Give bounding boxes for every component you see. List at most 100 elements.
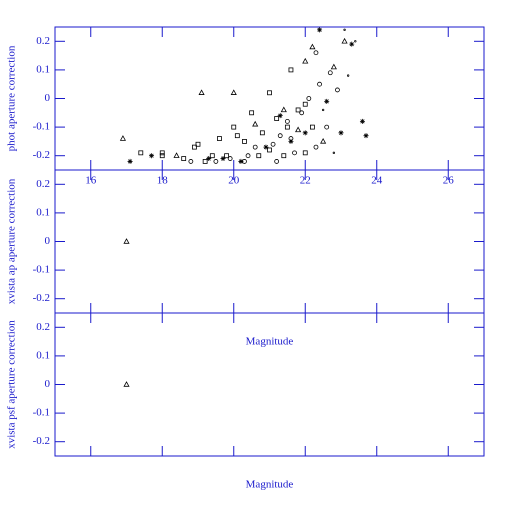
data-point bbox=[209, 153, 215, 159]
y-tick-label: -0.2 bbox=[33, 435, 50, 447]
data-point bbox=[188, 159, 194, 164]
data-point bbox=[242, 138, 247, 144]
data-point bbox=[317, 81, 322, 87]
x-tick-label: 22 bbox=[300, 175, 311, 187]
data-point bbox=[332, 151, 336, 155]
data-point bbox=[338, 130, 344, 136]
y-tick-label: -0.2 bbox=[33, 292, 50, 304]
data-point bbox=[252, 144, 258, 150]
y-axis-label: phot aperture correction bbox=[6, 45, 18, 151]
data-point bbox=[317, 27, 323, 33]
data-point bbox=[149, 153, 155, 159]
data-point bbox=[349, 41, 355, 47]
data-point bbox=[324, 98, 330, 104]
data-point bbox=[299, 110, 305, 116]
data-point bbox=[173, 152, 180, 158]
data-point bbox=[295, 126, 302, 133]
data-point bbox=[267, 90, 272, 96]
data-point bbox=[330, 63, 337, 70]
data-point bbox=[270, 141, 276, 147]
data-point bbox=[292, 150, 297, 156]
y-axis-label: xvista ap aperture correction bbox=[6, 178, 18, 304]
data-point bbox=[249, 110, 255, 116]
data-point bbox=[217, 136, 222, 141]
data-point bbox=[288, 138, 294, 144]
data-point bbox=[123, 238, 130, 244]
data-point bbox=[302, 130, 308, 136]
data-point bbox=[302, 150, 308, 156]
x-tick-label: 24 bbox=[371, 175, 383, 187]
y-tick-label: 0.1 bbox=[36, 63, 50, 75]
data-point bbox=[123, 381, 130, 387]
y-tick-label: 0 bbox=[45, 378, 51, 390]
data-point bbox=[302, 101, 308, 107]
data-point bbox=[277, 113, 283, 119]
data-point bbox=[224, 153, 230, 159]
data-point bbox=[363, 133, 369, 139]
data-point bbox=[288, 67, 294, 73]
data-point bbox=[277, 133, 283, 139]
data-point bbox=[220, 156, 226, 162]
data-point bbox=[259, 130, 265, 136]
y-tick-label: -0.2 bbox=[33, 149, 50, 161]
data-point bbox=[159, 153, 165, 159]
data-point bbox=[274, 116, 280, 121]
data-point bbox=[309, 43, 316, 50]
y-tick-label: 0 bbox=[45, 92, 51, 104]
data-point bbox=[231, 124, 237, 130]
x-tick-label: 20 bbox=[228, 175, 240, 187]
data-point bbox=[267, 147, 272, 153]
data-point bbox=[159, 150, 165, 156]
data-point bbox=[313, 144, 319, 150]
data-point bbox=[263, 144, 269, 150]
y-tick-label: 0.1 bbox=[36, 349, 50, 361]
data-point bbox=[302, 57, 309, 64]
y-axis-label: xvista psf aperture correction bbox=[6, 320, 18, 449]
data-point bbox=[321, 108, 325, 112]
data-point bbox=[281, 153, 287, 159]
data-point bbox=[181, 156, 187, 161]
data-point bbox=[198, 89, 205, 95]
y-tick-label: 0.2 bbox=[36, 178, 50, 190]
data-point bbox=[227, 156, 233, 161]
y-tick-label: -0.1 bbox=[33, 264, 50, 276]
data-point bbox=[284, 118, 290, 124]
data-point bbox=[230, 89, 237, 95]
plot-frame bbox=[54, 312, 485, 457]
y-tick-label: 0.2 bbox=[36, 35, 50, 47]
data-point bbox=[320, 137, 327, 144]
data-point bbox=[284, 124, 290, 130]
data-point bbox=[138, 150, 144, 156]
data-point bbox=[343, 28, 346, 32]
data-point bbox=[306, 96, 312, 101]
y-tick-label: -0.1 bbox=[33, 121, 50, 133]
data-point bbox=[213, 159, 219, 164]
data-point bbox=[327, 70, 333, 76]
x-tick-label: 26 bbox=[443, 175, 455, 187]
y-tick-label: 0.2 bbox=[36, 321, 50, 333]
data-point bbox=[354, 40, 357, 43]
plot-frame bbox=[54, 169, 485, 314]
data-point bbox=[341, 37, 348, 44]
data-point bbox=[359, 118, 365, 124]
data-point bbox=[127, 158, 133, 164]
data-point bbox=[192, 144, 197, 150]
data-point bbox=[245, 153, 251, 159]
data-point bbox=[274, 159, 280, 164]
data-point bbox=[335, 87, 340, 93]
x-tick-label: 18 bbox=[157, 175, 169, 187]
plot-frame bbox=[54, 26, 485, 171]
x-axis-label: Magnitude bbox=[246, 479, 294, 491]
data-point bbox=[119, 135, 126, 141]
data-point bbox=[309, 124, 315, 130]
data-point bbox=[206, 156, 212, 162]
y-tick-label: 0 bbox=[45, 235, 51, 247]
data-point bbox=[195, 141, 201, 147]
data-point bbox=[252, 120, 259, 127]
data-point bbox=[295, 107, 301, 113]
data-point bbox=[280, 106, 287, 113]
data-point bbox=[202, 159, 208, 164]
x-axis-label: Magnitude bbox=[246, 336, 294, 348]
data-point bbox=[346, 74, 350, 77]
